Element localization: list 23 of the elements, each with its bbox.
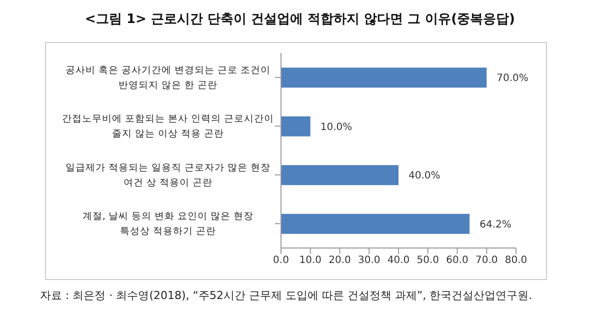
x-tick-label: 10.0 [299, 255, 322, 266]
text: 자료 : 최은정 · 최수영(2018), “주52시간 근무제 도입에 따른 건설정책 과제”, 한국건설산업연구원. [40, 288, 532, 303]
x-tick-label: 50.0 [416, 255, 440, 266]
bar [281, 165, 398, 186]
x-tick-label: 20.0 [328, 255, 351, 266]
x-tick-label: 40.0 [387, 255, 410, 266]
bar [281, 68, 487, 88]
x-tick-label: 60.0 [446, 255, 468, 266]
y-tick-label: 계절, 날씨 등의 변화 요인이 많은 현장 특성상 적용하기 곤란 [82, 210, 254, 237]
x-tick-label: 0.0 [273, 255, 289, 266]
data-label: 10.0% [320, 122, 352, 133]
data-label: 64.2% [480, 219, 512, 230]
chart-title: <그림 1> 근로시간 단축이 건설업에 적합하지 않다면 그 이유(중복응답) [84, 11, 516, 28]
y-tick-label: 공사비 혹은 공사기간에 변경되는 근로 조건이 반영되지 않은 한 곤란 [65, 64, 271, 90]
y-tick-label: 일급제가 적용되는 일용직 근로자가 많은 현장 여건 상 적용이 곤란 [65, 162, 271, 188]
x-tick-label: 70.0 [475, 255, 498, 266]
data-label: 70.0% [496, 73, 528, 84]
bar [281, 214, 470, 234]
bar [281, 116, 310, 136]
y-tick-label: 간접노무비에 포함되는 본사 인력의 근로시간이 줄지 않는 이상 적용 곤란 [62, 113, 274, 140]
x-tick-label: 80.0 [504, 255, 528, 266]
x-tick-label: 30.0 [358, 255, 380, 266]
data-label: 40.0% [408, 170, 440, 182]
